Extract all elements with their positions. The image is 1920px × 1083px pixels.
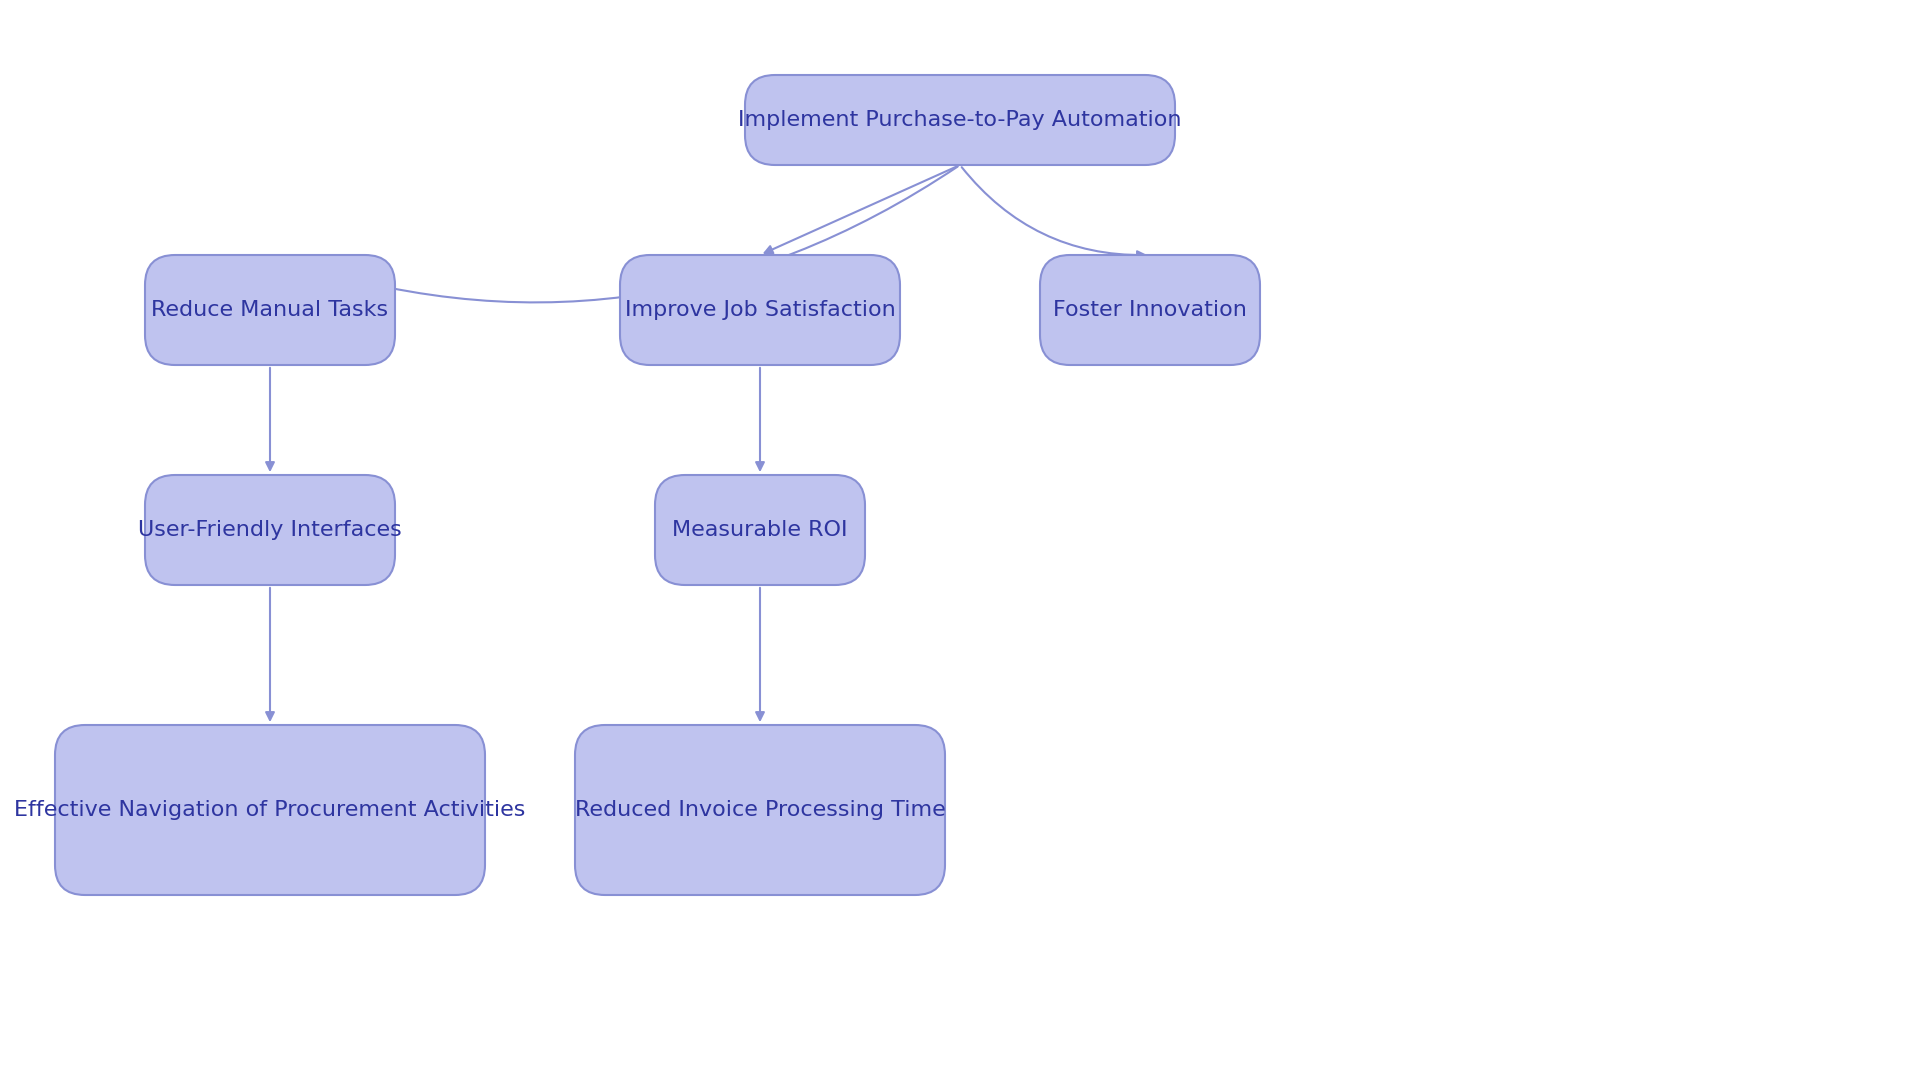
Text: Foster Innovation: Foster Innovation [1052,300,1246,319]
FancyBboxPatch shape [146,475,396,585]
FancyBboxPatch shape [574,725,945,895]
Text: Effective Navigation of Procurement Activities: Effective Navigation of Procurement Acti… [13,800,526,820]
FancyBboxPatch shape [146,255,396,365]
FancyBboxPatch shape [56,725,486,895]
Text: Reduce Manual Tasks: Reduce Manual Tasks [152,300,388,319]
FancyBboxPatch shape [655,475,866,585]
FancyBboxPatch shape [745,75,1175,165]
FancyBboxPatch shape [1041,255,1260,365]
Text: Improve Job Satisfaction: Improve Job Satisfaction [624,300,895,319]
Text: User-Friendly Interfaces: User-Friendly Interfaces [138,520,401,540]
Text: Measurable ROI: Measurable ROI [672,520,849,540]
Text: Reduced Invoice Processing Time: Reduced Invoice Processing Time [574,800,945,820]
Text: Implement Purchase-to-Pay Automation: Implement Purchase-to-Pay Automation [739,110,1181,130]
FancyBboxPatch shape [620,255,900,365]
